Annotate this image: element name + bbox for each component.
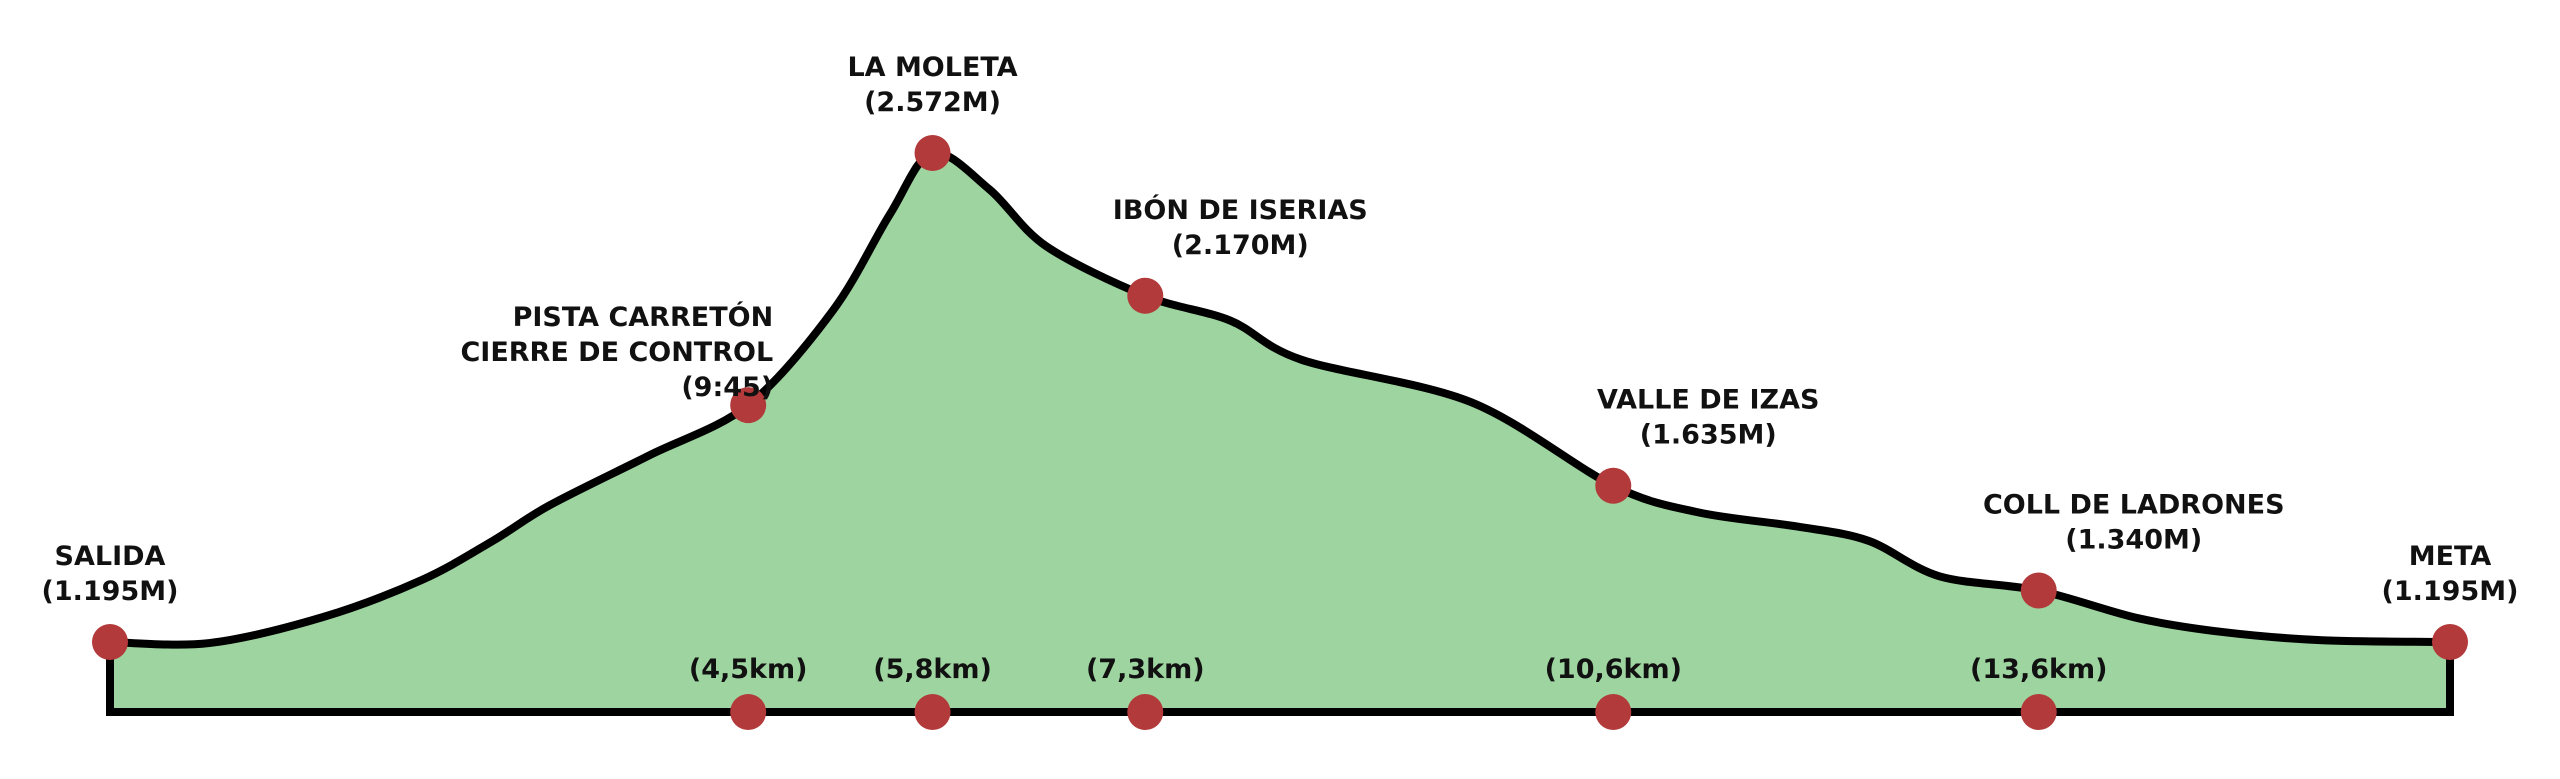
- waypoint-label: SALIDA (1.195M): [42, 541, 179, 607]
- distance-label: (13,6km): [1970, 654, 2107, 685]
- distance-marker: [730, 694, 767, 730]
- waypoint-label: LA MOLETA (2.572M): [847, 52, 1017, 118]
- waypoint-marker: [2432, 624, 2468, 660]
- waypoint-label-line: (1.195M): [42, 576, 179, 607]
- waypoint-marker: [2020, 572, 2057, 609]
- waypoint-label-line: IBÓN DE ISERIAS: [1113, 194, 1368, 226]
- waypoint-label-line: CIERRE DE CONTROL: [460, 337, 773, 368]
- marker-layer: [92, 135, 2468, 730]
- distance-marker: [1127, 694, 1164, 730]
- baseline: [106, 638, 2454, 716]
- label-layer: SALIDA (1.195M) PISTA CARRETÓN CIERRE DE CO…: [42, 52, 2519, 685]
- waypoint-marker: [730, 387, 767, 424]
- profile-line: [106, 148, 2454, 649]
- distance-marker: [1595, 694, 1632, 730]
- waypoint-label: META (1.195M): [2382, 541, 2519, 607]
- waypoint-label-line: META: [2409, 541, 2492, 572]
- distance-marker: [2020, 694, 2057, 730]
- waypoint-label-line: (1.340M): [2065, 525, 2202, 556]
- waypoint-label-line: PISTA CARRETÓN: [513, 301, 774, 333]
- waypoint-label: IBÓN DE ISERIAS (2.170M): [1113, 194, 1368, 261]
- waypoint-label-line: (1.195M): [2382, 576, 2519, 607]
- waypoint-label: VALLE DE IZAS (1.635M): [1597, 385, 1819, 451]
- waypoint-marker: [1595, 467, 1632, 504]
- distance-label: (5,8km): [873, 654, 992, 685]
- waypoint-marker: [1127, 277, 1164, 314]
- waypoint-label-line: (2.572M): [864, 87, 1001, 118]
- distance-label: (7,3km): [1086, 654, 1205, 685]
- waypoint-label-line: VALLE DE IZAS: [1597, 385, 1819, 416]
- waypoint-label-line: (2.170M): [1172, 230, 1309, 261]
- profile-area-layer: [106, 148, 2454, 716]
- waypoint-label-line: (9:45): [681, 372, 773, 403]
- waypoint-marker: [914, 135, 951, 171]
- waypoint-label-line: LA MOLETA: [847, 52, 1017, 83]
- waypoint-label: COLL DE LADRONES (1.340M): [1983, 490, 2285, 556]
- waypoint-label-line: COLL DE LADRONES: [1983, 490, 2285, 521]
- waypoint-label-line: (1.635M): [1640, 420, 1777, 451]
- distance-marker: [914, 694, 951, 730]
- waypoint-label: PISTA CARRETÓN CIERRE DE CONTROL (9:45): [460, 301, 773, 403]
- distance-label: (4,5km): [689, 654, 808, 685]
- waypoint-marker: [92, 624, 128, 660]
- distance-label: (10,6km): [1545, 654, 1682, 685]
- waypoint-label-line: SALIDA: [55, 541, 166, 572]
- profile-area-fill: [110, 152, 2450, 713]
